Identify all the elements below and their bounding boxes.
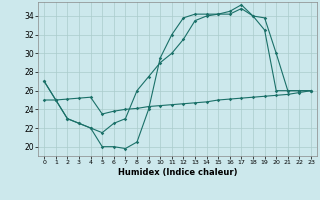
- X-axis label: Humidex (Indice chaleur): Humidex (Indice chaleur): [118, 168, 237, 177]
